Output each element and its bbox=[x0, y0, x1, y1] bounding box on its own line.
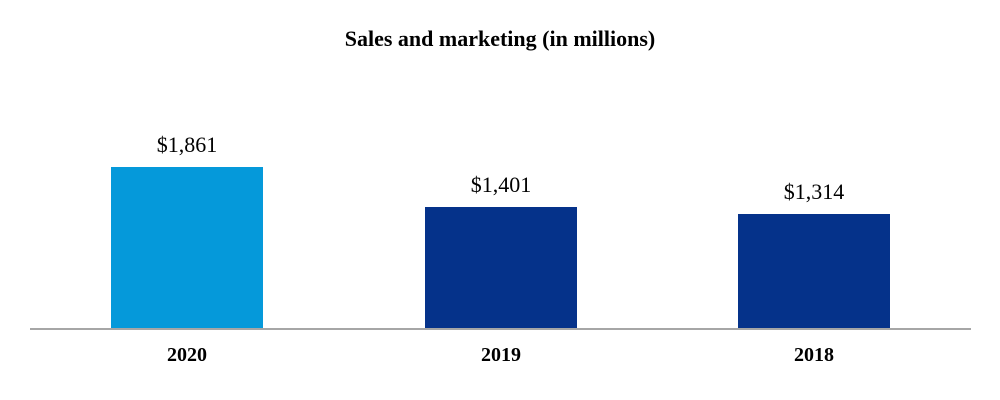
bar-value-label-2020: $1,861 bbox=[156, 132, 218, 157]
bar-2018 bbox=[738, 214, 890, 328]
x-axis-label-2018: 2018 bbox=[794, 344, 834, 366]
x-axis-label-2019: 2019 bbox=[481, 344, 521, 366]
bar-2019 bbox=[425, 207, 577, 328]
bar-2020 bbox=[111, 167, 263, 328]
x-axis-line bbox=[30, 328, 971, 330]
x-axis-label-2020: 2020 bbox=[167, 344, 207, 366]
bar-value-label-2018: $1,314 bbox=[783, 179, 845, 204]
bar-value-label-2019: $1,401 bbox=[470, 172, 532, 197]
chart-title: Sales and marketing (in millions) bbox=[344, 26, 656, 51]
